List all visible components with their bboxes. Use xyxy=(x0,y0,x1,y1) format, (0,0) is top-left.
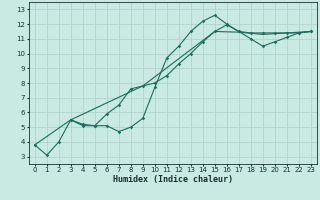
X-axis label: Humidex (Indice chaleur): Humidex (Indice chaleur) xyxy=(113,175,233,184)
